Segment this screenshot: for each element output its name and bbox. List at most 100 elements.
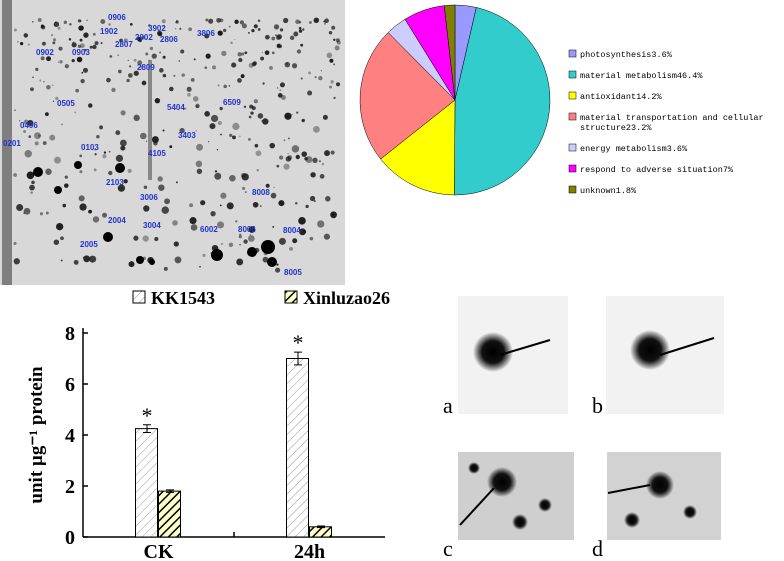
spot-label: 8005 <box>284 268 302 277</box>
gel-spot <box>23 119 29 125</box>
gel-spot <box>235 220 238 223</box>
gel-spot <box>239 244 241 246</box>
gel-spot <box>133 114 140 121</box>
gel-spot <box>228 85 231 87</box>
gel-spot <box>29 184 35 191</box>
gel-spot <box>64 183 69 188</box>
bar <box>286 358 309 538</box>
legend-label: KK1543 <box>151 288 215 308</box>
gel-spot <box>205 53 211 59</box>
gel-spot <box>81 71 84 74</box>
legend-text: energy metabolism <box>580 144 667 154</box>
gel-spot <box>140 65 143 69</box>
y-tick-label: 6 <box>65 374 75 396</box>
gel-spot <box>328 30 333 35</box>
gel-spot <box>99 125 103 130</box>
gel-spot <box>196 168 203 175</box>
gel-spot <box>183 107 187 110</box>
gel-spot <box>291 145 300 153</box>
gel-spot <box>204 111 210 117</box>
legend-text: photosynthesis <box>580 50 651 60</box>
legend-label: Xinluzao26 <box>303 288 390 308</box>
gel-spot <box>109 55 113 58</box>
gel-spot <box>271 36 276 41</box>
legend-value: 46.4% <box>677 71 703 81</box>
gel-spot <box>148 59 150 61</box>
gel-spot <box>200 200 206 206</box>
spot <box>646 471 674 499</box>
pie-slice <box>380 99 456 196</box>
gel-spot <box>333 63 336 66</box>
gel-spot <box>14 109 16 111</box>
gel-spot <box>287 152 289 155</box>
pie-slice <box>443 4 456 101</box>
gel-spot <box>278 200 285 207</box>
gel-spot <box>319 174 325 179</box>
gel-spot <box>94 153 97 156</box>
spot <box>468 462 480 474</box>
spot-label: 6002 <box>200 225 218 234</box>
gel-spot <box>229 133 233 138</box>
gel-spot <box>63 20 67 24</box>
gel-spot <box>334 45 340 51</box>
pie-slice <box>359 32 456 160</box>
gel-spot <box>16 203 24 211</box>
gel-spot <box>13 241 17 245</box>
spot-label: 2806 <box>160 35 178 44</box>
legend-text: unknown <box>580 186 616 196</box>
spot <box>630 330 670 370</box>
spot-label: 6509 <box>223 98 241 107</box>
gel-spot <box>257 28 261 31</box>
gel-spot <box>174 256 182 264</box>
legend-swatch <box>568 143 577 152</box>
gel-spot <box>219 18 224 23</box>
spot-label: 2902 <box>135 33 153 42</box>
error-bar <box>294 351 302 366</box>
legend-label: material metabolism46.4% <box>580 71 703 81</box>
spot-label: 0906 <box>108 13 126 22</box>
gel-spot <box>161 206 170 214</box>
gel-spot <box>129 23 133 26</box>
gel-spot <box>179 127 185 134</box>
spot-label: 0505 <box>57 99 75 108</box>
gel-spot <box>83 255 91 263</box>
gel-spot <box>267 257 277 267</box>
gel-spot <box>103 232 113 242</box>
gel-spot <box>242 186 246 190</box>
gel-spot <box>44 112 49 117</box>
gel-spot <box>204 66 208 69</box>
gel-spot <box>117 69 122 74</box>
gel-spot <box>43 80 45 83</box>
legend-text: structure <box>580 123 626 133</box>
gel-spot <box>220 133 222 136</box>
gel-spot <box>309 21 312 24</box>
gel-spot <box>279 155 284 160</box>
gel-spot <box>23 207 31 215</box>
gel-spot <box>52 100 55 102</box>
legend-label: energy metabolism3.6% <box>580 144 688 154</box>
gel-spot <box>123 179 128 184</box>
gel-spot <box>179 27 182 30</box>
gel-spot <box>241 173 249 181</box>
gel-spot <box>33 167 43 177</box>
gel-spot <box>137 60 143 66</box>
gel-spot <box>157 30 163 36</box>
spot <box>487 467 517 497</box>
gel-spot <box>283 17 289 24</box>
gel-spot <box>163 266 168 271</box>
gel-spot <box>45 211 49 215</box>
spot <box>538 498 552 512</box>
gel-spot <box>318 75 323 81</box>
gel-spot <box>329 85 332 89</box>
gel-spot <box>325 196 331 202</box>
spot <box>473 332 513 372</box>
gel-spot <box>159 51 162 54</box>
gel-spot <box>120 145 126 151</box>
gel-spot <box>169 86 174 92</box>
legend-swatch <box>568 70 577 79</box>
gel-spot <box>301 151 308 157</box>
panel-label: c <box>443 536 453 561</box>
gel-spot <box>293 31 299 37</box>
gel-spot <box>324 21 327 24</box>
gel-spot <box>207 141 210 143</box>
